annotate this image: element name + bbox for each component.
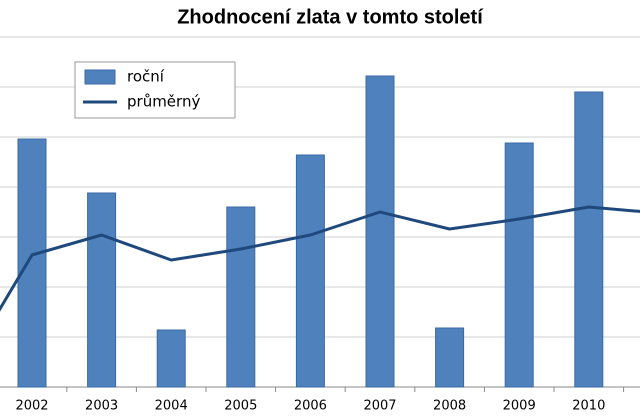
legend-label: roční bbox=[127, 68, 165, 86]
chart-title: Zhodnocení zlata v tomto století bbox=[177, 6, 484, 28]
bar bbox=[156, 329, 186, 388]
x-tick-label: 2005 bbox=[224, 399, 257, 414]
x-tick-label: 2006 bbox=[294, 399, 327, 414]
bar bbox=[365, 75, 395, 388]
bar bbox=[226, 206, 256, 388]
x-tick-label: 2010 bbox=[572, 399, 605, 414]
x-tick-label: 2003 bbox=[85, 399, 118, 414]
bar bbox=[504, 142, 534, 388]
x-tick-label: 2008 bbox=[433, 399, 466, 414]
line bbox=[0, 205, 640, 312]
legend-box bbox=[74, 61, 236, 119]
x-tick-label: 2009 bbox=[503, 399, 536, 414]
bar bbox=[574, 91, 604, 388]
bar bbox=[435, 327, 465, 388]
bar bbox=[17, 138, 47, 388]
legend: roční průměrný bbox=[74, 61, 236, 119]
legend-label: průměrný bbox=[127, 93, 200, 111]
bar bbox=[87, 192, 117, 388]
legend-swatch bbox=[84, 69, 116, 85]
x-tick-label: 2002 bbox=[15, 399, 48, 414]
bar bbox=[295, 154, 325, 388]
x-tick-label: 2004 bbox=[155, 399, 188, 414]
x-tick-label: 2007 bbox=[363, 399, 396, 414]
